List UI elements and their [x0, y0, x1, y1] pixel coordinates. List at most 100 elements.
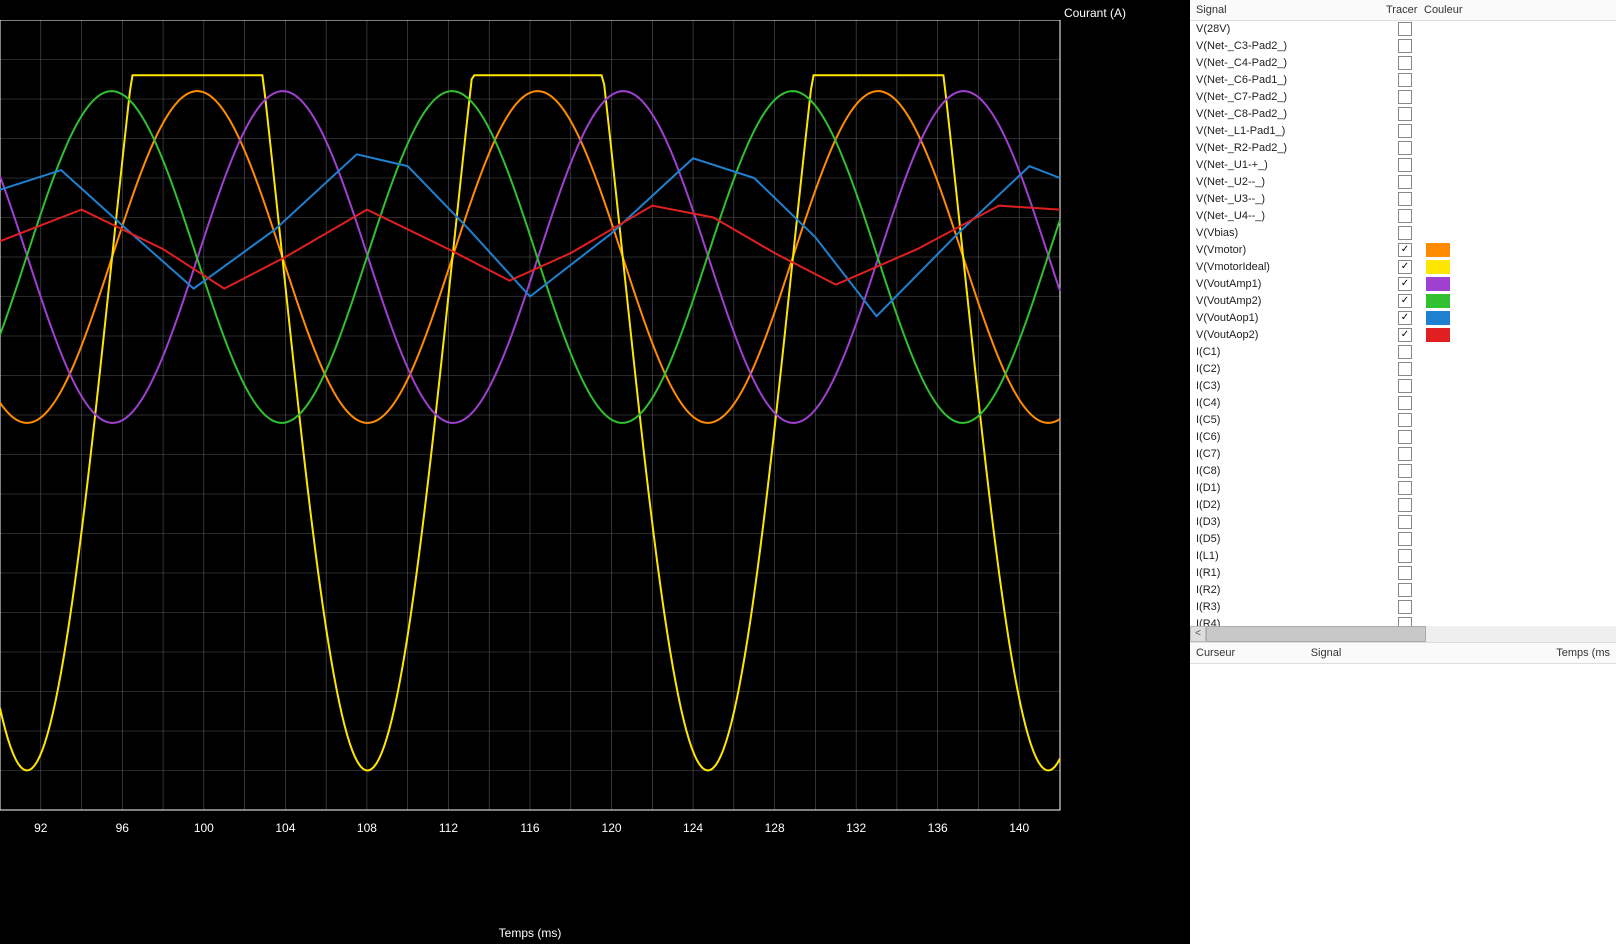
signal-row[interactable]: V(Net-_U1-+_)	[1190, 157, 1616, 174]
signal-tracer-checkbox[interactable]: ✓	[1386, 243, 1424, 257]
cursor-col-curseur[interactable]: Curseur	[1190, 647, 1266, 659]
signal-row[interactable]: V(Net-_R2-Pad2_)	[1190, 140, 1616, 157]
scroll-left-button[interactable]: <	[1190, 626, 1206, 642]
signal-tracer-checkbox[interactable]	[1386, 413, 1424, 427]
signal-row[interactable]: I(R2)	[1190, 582, 1616, 599]
signal-tracer-checkbox[interactable]	[1386, 56, 1424, 70]
signal-tracer-checkbox[interactable]	[1386, 379, 1424, 393]
scroll-thumb[interactable]	[1206, 626, 1426, 642]
signal-tracer-checkbox[interactable]	[1386, 107, 1424, 121]
signal-tracer-checkbox[interactable]: ✓	[1386, 328, 1424, 342]
signal-row[interactable]: V(Net-_L1-Pad1_)	[1190, 123, 1616, 140]
signal-row[interactable]: I(L1)	[1190, 548, 1616, 565]
plot-pane[interactable]: Courant (A) 9296100104108112116120124128…	[0, 0, 1190, 944]
signal-tracer-checkbox[interactable]	[1386, 90, 1424, 104]
signal-row[interactable]: V(Net-_C4-Pad2_)	[1190, 55, 1616, 72]
signal-row[interactable]: V(VoutAmp1)✓	[1190, 276, 1616, 293]
signal-tracer-checkbox[interactable]	[1386, 515, 1424, 529]
signal-tracer-checkbox[interactable]	[1386, 464, 1424, 478]
signal-tracer-checkbox[interactable]	[1386, 22, 1424, 36]
signal-tracer-checkbox[interactable]	[1386, 192, 1424, 206]
signal-tracer-checkbox[interactable]: ✓	[1386, 311, 1424, 325]
col-header-couleur[interactable]: Couleur	[1424, 4, 1464, 16]
signal-tracer-checkbox[interactable]	[1386, 583, 1424, 597]
signal-tracer-checkbox[interactable]	[1386, 141, 1424, 155]
signal-tracer-checkbox[interactable]	[1386, 226, 1424, 240]
signal-row[interactable]: V(Net-_U3--_)	[1190, 191, 1616, 208]
cursor-header: Curseur Signal Temps (ms	[1190, 642, 1616, 664]
signal-tracer-checkbox[interactable]	[1386, 209, 1424, 223]
signal-row[interactable]: I(C2)	[1190, 361, 1616, 378]
svg-text:128: 128	[765, 821, 785, 835]
signal-row[interactable]: I(R1)	[1190, 565, 1616, 582]
svg-text:132: 132	[846, 821, 866, 835]
signal-name: I(R1)	[1190, 567, 1386, 579]
signal-row[interactable]: I(C3)	[1190, 378, 1616, 395]
signal-row[interactable]: I(D5)	[1190, 531, 1616, 548]
signal-name: V(Net-_C4-Pad2_)	[1190, 57, 1386, 69]
signal-row[interactable]: I(D3)	[1190, 514, 1616, 531]
signal-row[interactable]: I(D2)	[1190, 497, 1616, 514]
signal-row[interactable]: V(Net-_C8-Pad2_)	[1190, 106, 1616, 123]
signal-tracer-checkbox[interactable]	[1386, 447, 1424, 461]
signal-tracer-checkbox[interactable]	[1386, 345, 1424, 359]
signal-tracer-checkbox[interactable]	[1386, 175, 1424, 189]
cursor-col-temps[interactable]: Temps (ms	[1386, 647, 1616, 659]
signal-row[interactable]: I(D1)	[1190, 480, 1616, 497]
signals-hscrollbar[interactable]: <	[1190, 626, 1616, 642]
signal-row[interactable]: I(R4)	[1190, 616, 1616, 627]
signals-list[interactable]: V(28V)V(Net-_C3-Pad2_) V(Net-_C4-Pad2_) V(…	[1190, 21, 1616, 627]
signal-row[interactable]: I(C1)	[1190, 344, 1616, 361]
signal-color-swatch[interactable]	[1426, 277, 1450, 291]
signal-row[interactable]: I(C4)	[1190, 395, 1616, 412]
signal-row[interactable]: I(R3)	[1190, 599, 1616, 616]
signal-row[interactable]: V(VoutAop2)✓	[1190, 327, 1616, 344]
signal-tracer-checkbox[interactable]	[1386, 498, 1424, 512]
signal-tracer-checkbox[interactable]: ✓	[1386, 294, 1424, 308]
col-header-signal[interactable]: Signal	[1190, 4, 1386, 16]
signal-row[interactable]: V(VoutAmp2)✓	[1190, 293, 1616, 310]
signal-row[interactable]: I(C5)	[1190, 412, 1616, 429]
signal-row[interactable]: V(VoutAop1)✓	[1190, 310, 1616, 327]
signal-color-swatch[interactable]	[1426, 294, 1450, 308]
signal-color-swatch[interactable]	[1426, 328, 1450, 342]
col-header-tracer[interactable]: Tracer	[1386, 4, 1424, 16]
signal-row[interactable]: V(Net-_U2--_)	[1190, 174, 1616, 191]
signal-color-swatch[interactable]	[1426, 260, 1450, 274]
signal-row[interactable]: V(VmotorIdeal)✓	[1190, 259, 1616, 276]
signal-tracer-checkbox[interactable]	[1386, 481, 1424, 495]
signal-color-swatch[interactable]	[1426, 243, 1450, 257]
signal-tracer-checkbox[interactable]	[1386, 566, 1424, 580]
signal-row[interactable]: I(C8)	[1190, 463, 1616, 480]
signal-tracer-checkbox[interactable]	[1386, 617, 1424, 626]
plot-canvas[interactable]: 9296100104108112116120124128132136140	[0, 20, 1190, 890]
signal-tracer-checkbox[interactable]	[1386, 549, 1424, 563]
signal-row[interactable]: V(Net-_C7-Pad2_)	[1190, 89, 1616, 106]
signal-tracer-checkbox[interactable]: ✓	[1386, 277, 1424, 291]
signal-tracer-checkbox[interactable]	[1386, 124, 1424, 138]
signal-name: V(VoutAop1)	[1190, 312, 1386, 324]
signal-color-swatch	[1426, 209, 1450, 223]
signal-row[interactable]: V(Vmotor)✓	[1190, 242, 1616, 259]
signal-tracer-checkbox[interactable]	[1386, 158, 1424, 172]
signal-row[interactable]: V(28V)	[1190, 21, 1616, 38]
signal-row[interactable]: I(C6)	[1190, 429, 1616, 446]
signal-row[interactable]: V(Vbias)	[1190, 225, 1616, 242]
signal-tracer-checkbox[interactable]	[1386, 73, 1424, 87]
cursor-col-signal[interactable]: Signal	[1266, 647, 1386, 659]
svg-text:100: 100	[194, 821, 214, 835]
signal-color-swatch	[1426, 107, 1450, 121]
signal-tracer-checkbox[interactable]	[1386, 532, 1424, 546]
signal-tracer-checkbox[interactable]: ✓	[1386, 260, 1424, 274]
signal-tracer-checkbox[interactable]	[1386, 600, 1424, 614]
signal-row[interactable]: V(Net-_C6-Pad1_)	[1190, 72, 1616, 89]
signal-row[interactable]: I(C7)	[1190, 446, 1616, 463]
signal-row[interactable]: V(Net-_C3-Pad2_)	[1190, 38, 1616, 55]
signal-row[interactable]: V(Net-_U4--_)	[1190, 208, 1616, 225]
signal-tracer-checkbox[interactable]	[1386, 362, 1424, 376]
signal-color-swatch[interactable]	[1426, 311, 1450, 325]
signal-tracer-checkbox[interactable]	[1386, 39, 1424, 53]
signal-tracer-checkbox[interactable]	[1386, 430, 1424, 444]
signal-tracer-checkbox[interactable]	[1386, 396, 1424, 410]
signal-color-swatch	[1426, 498, 1450, 512]
